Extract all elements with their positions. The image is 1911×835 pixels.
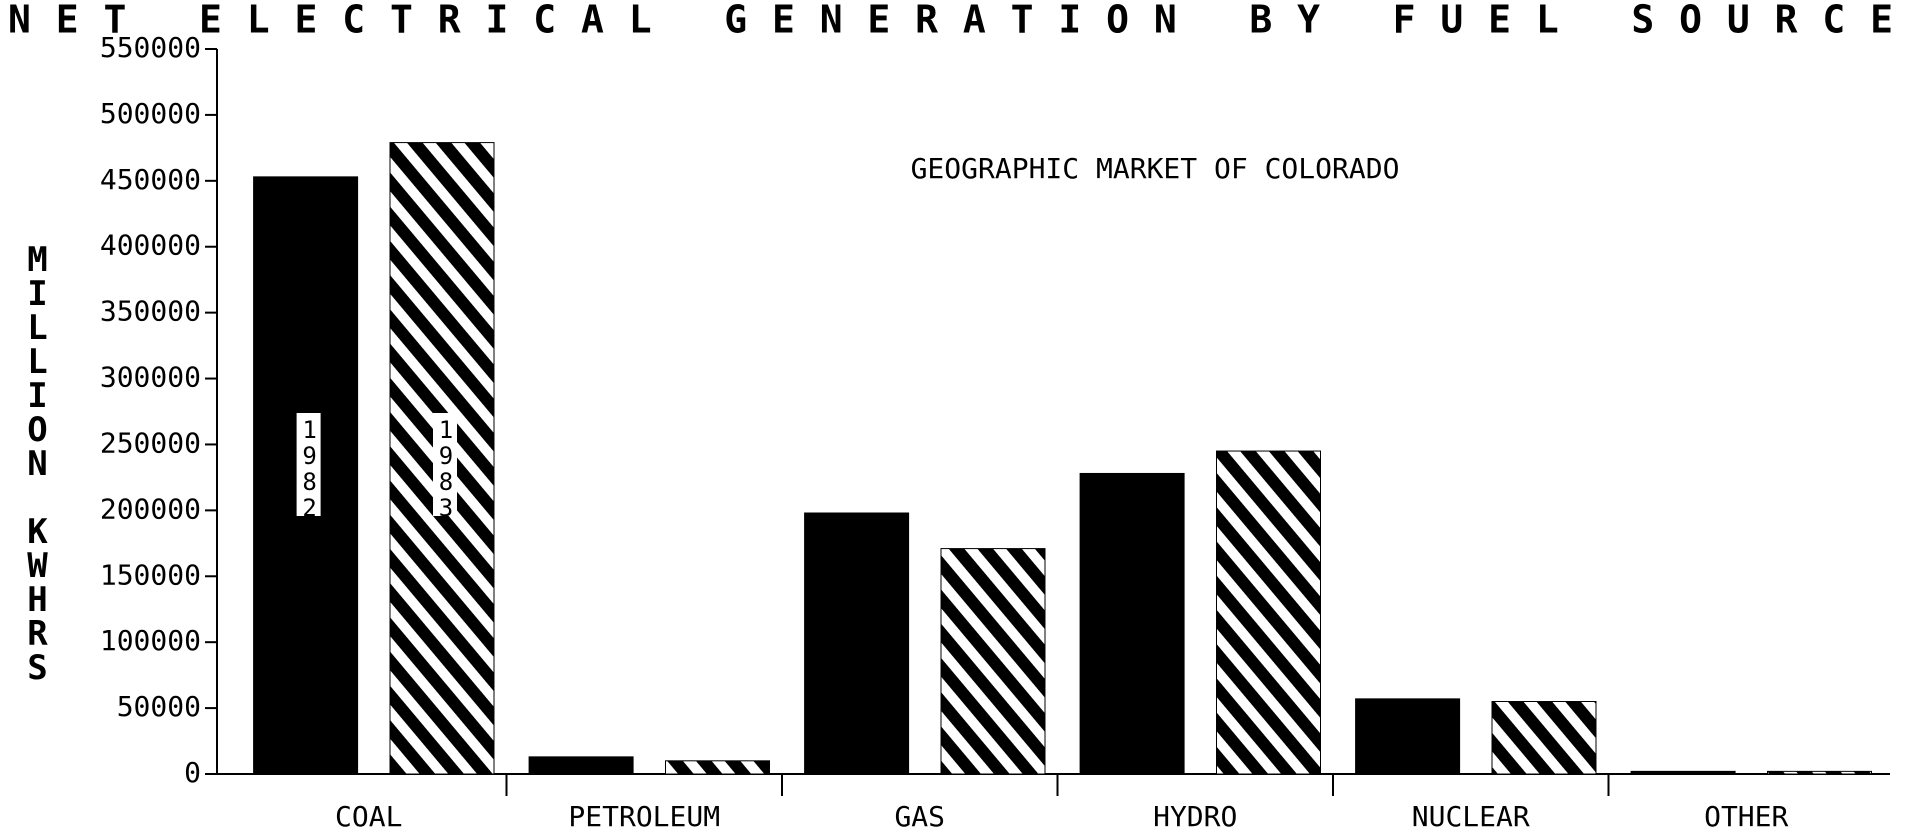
- x-tick-label: NUCLEAR: [1412, 800, 1530, 833]
- legend-box: [296, 413, 321, 516]
- bar: [528, 756, 634, 775]
- y-tick-label: 100000: [100, 624, 201, 657]
- y-tick-label: 550000: [100, 31, 201, 64]
- y-tick-label: 50000: [117, 690, 201, 723]
- y-tick-label: 150000: [100, 558, 201, 591]
- y-tick-label: 0: [184, 756, 201, 789]
- x-tick-label: COAL: [335, 800, 402, 833]
- y-tick-label: 450000: [100, 163, 201, 196]
- bar: [1355, 698, 1461, 775]
- y-tick-label: 300000: [100, 361, 201, 394]
- y-tick-label: 500000: [100, 97, 201, 130]
- chart-title: NET ELECTRICAL GENERATION BY FUEL SOURCE: [8, 0, 1893, 42]
- y-axis-label: MILLION KWHRS: [18, 240, 58, 682]
- bar: [665, 760, 770, 775]
- y-tick-label: 200000: [100, 492, 201, 525]
- y-tick-label: 350000: [100, 295, 201, 328]
- bar: [1491, 701, 1597, 775]
- x-tick-label: HYDRO: [1153, 800, 1237, 833]
- y-tick-label: 250000: [100, 426, 201, 459]
- bar: [940, 548, 1046, 775]
- bar: [1630, 770, 1736, 775]
- bar: [804, 512, 910, 775]
- bar: [1767, 770, 1872, 775]
- x-tick-label: OTHER: [1704, 800, 1788, 833]
- x-tick-label: PETROLEUM: [568, 800, 720, 833]
- legend-box: [433, 413, 457, 516]
- bar: [1216, 450, 1321, 775]
- chart-subtitle: GEOGRAPHIC MARKET OF COLORADO: [911, 152, 1400, 185]
- legend-label: 1982: [296, 416, 324, 520]
- y-tick-label: 400000: [100, 229, 201, 262]
- bar: [1079, 472, 1185, 775]
- x-tick-label: GAS: [894, 800, 945, 833]
- legend-label: 1983: [432, 416, 460, 520]
